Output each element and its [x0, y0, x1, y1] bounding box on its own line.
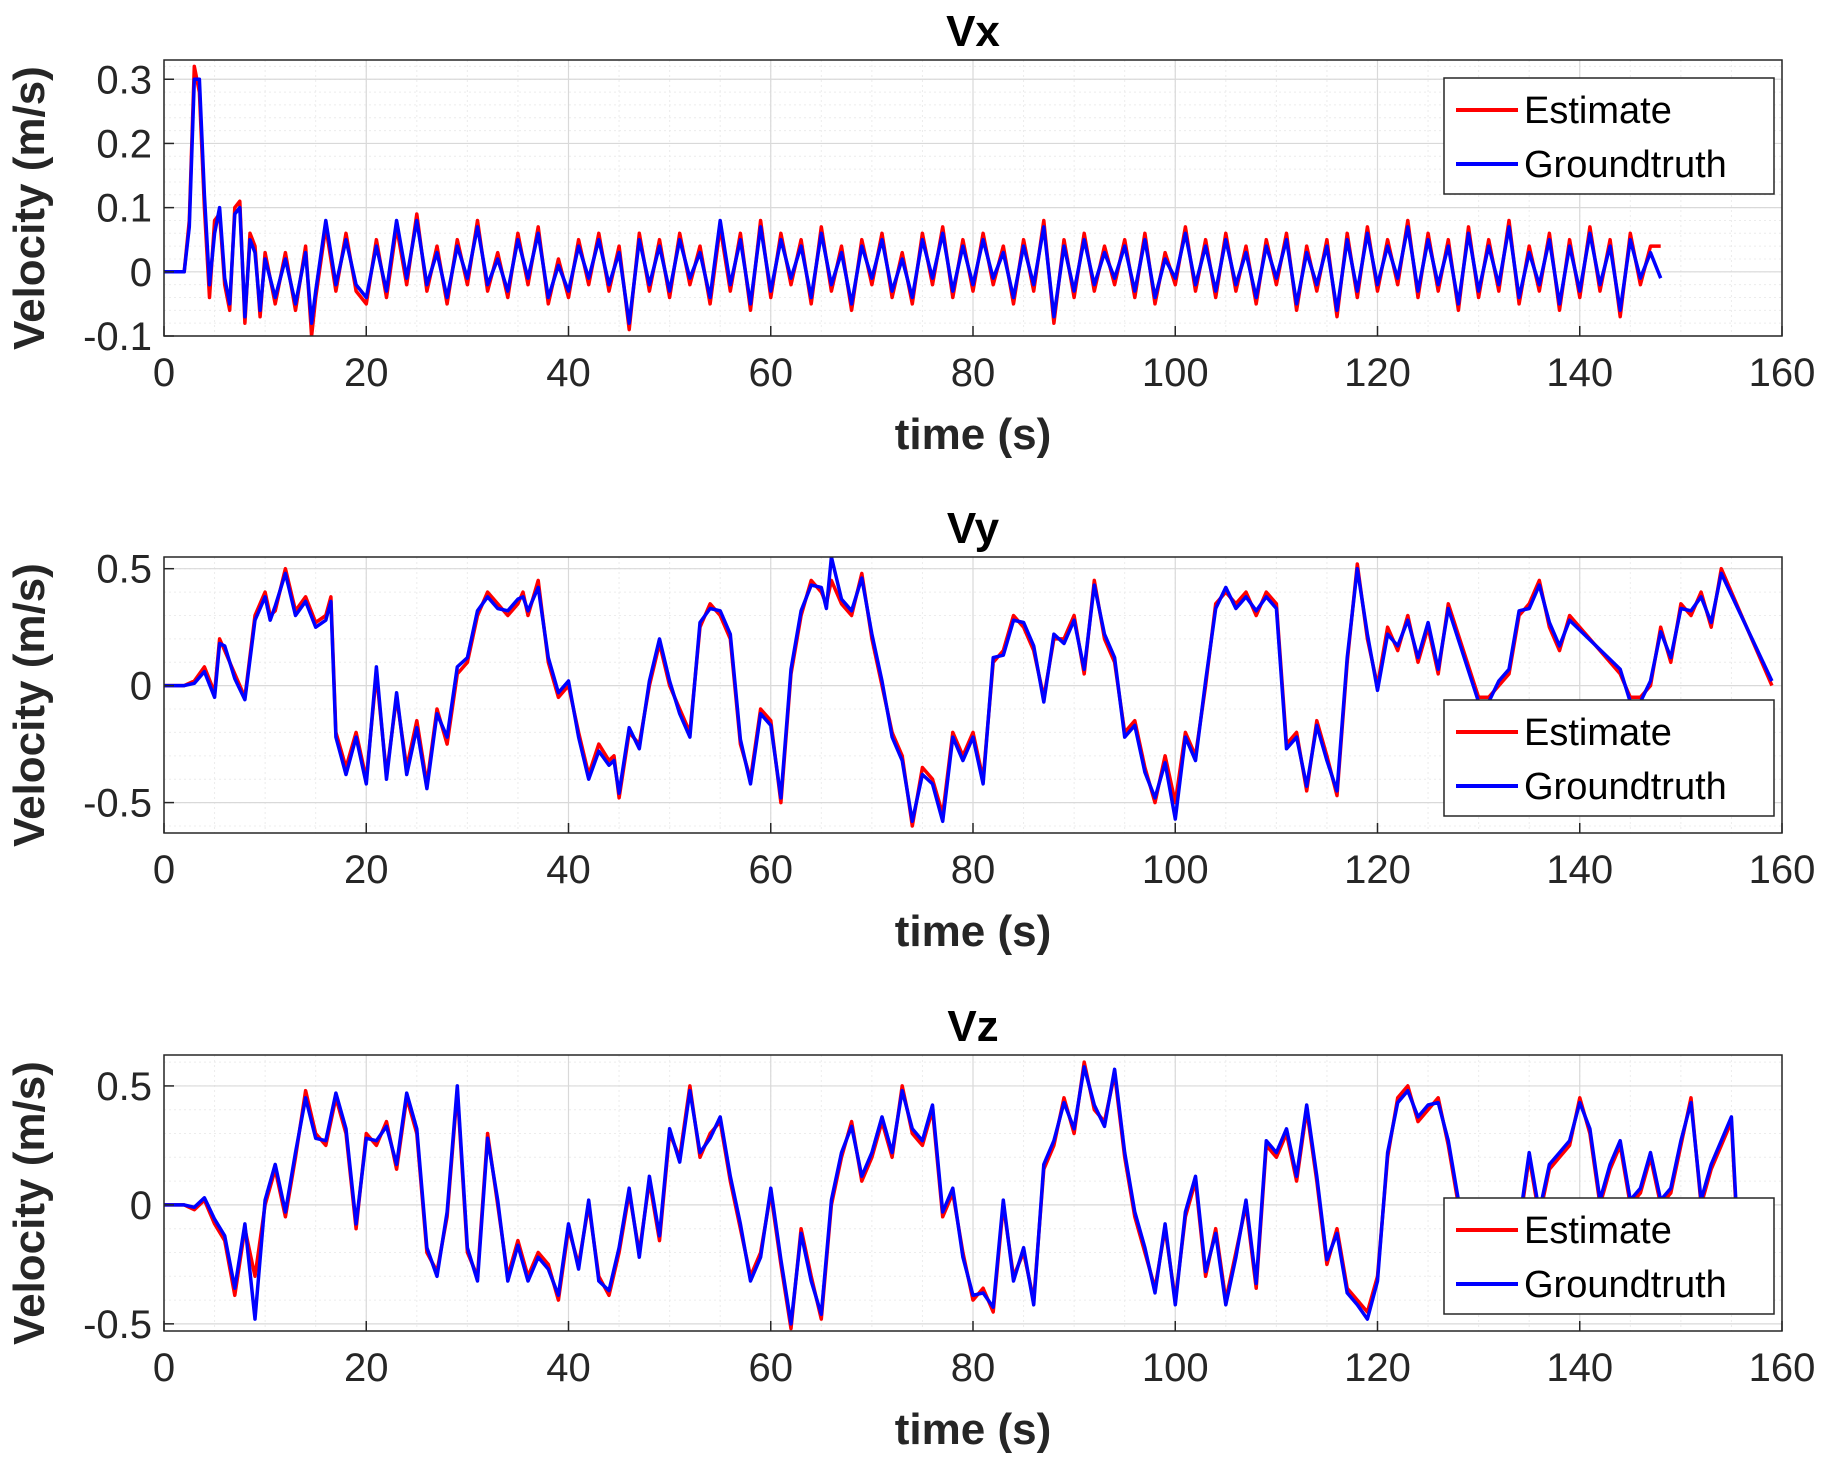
y-tick-label: 0.2 — [96, 122, 152, 166]
legend-box — [1443, 1197, 1775, 1315]
x-tick-label: 160 — [1749, 848, 1816, 892]
x-tick-label: 120 — [1344, 848, 1411, 892]
x-tick-label: 140 — [1546, 848, 1613, 892]
x-axis-label: time (s) — [895, 1405, 1051, 1454]
x-tick-label: 120 — [1344, 351, 1411, 395]
x-tick-label: 60 — [749, 848, 794, 892]
x-tick-label: 100 — [1142, 1346, 1209, 1390]
x-tick-label: 160 — [1749, 351, 1816, 395]
y-axis-label: Velocity (m/s) — [5, 66, 54, 350]
x-tick-label: 40 — [546, 351, 591, 395]
x-tick-label: 40 — [546, 1346, 591, 1390]
x-tick-label: 160 — [1749, 1346, 1816, 1390]
x-tick-label: 0 — [153, 1346, 175, 1390]
y-tick-label: -0.5 — [83, 1303, 152, 1347]
x-tick-label: 140 — [1546, 351, 1613, 395]
legend: Estimate Groundtruth — [1443, 1197, 1775, 1315]
x-tick-label: 20 — [344, 1346, 389, 1390]
x-tick-label: 0 — [153, 351, 175, 395]
legend-label-groundtruth: Groundtruth — [1524, 1264, 1727, 1306]
legend-label-estimate: Estimate — [1524, 1210, 1672, 1252]
x-tick-label: 100 — [1142, 351, 1209, 395]
series-line-estimate — [164, 64, 1661, 336]
y-axis-label: Velocity (m/s) — [5, 563, 54, 847]
y-tick-label: 0.5 — [96, 548, 152, 592]
legend: Estimate Groundtruth — [1443, 699, 1775, 817]
legend-label-estimate: Estimate — [1524, 90, 1672, 132]
series-line-groundtruth — [164, 77, 1663, 325]
series-line-groundtruth — [164, 557, 1774, 824]
x-axis-label: time (s) — [895, 907, 1051, 956]
y-axis-label: Velocity (m/s) — [5, 1061, 54, 1345]
chart-title: Vz — [947, 1002, 998, 1051]
chart-title: Vy — [947, 504, 1000, 553]
legend: Estimate Groundtruth — [1443, 77, 1775, 195]
x-tick-label: 20 — [344, 351, 389, 395]
legend-box — [1443, 699, 1775, 817]
x-tick-label: 60 — [749, 351, 794, 395]
x-tick-label: 40 — [546, 848, 591, 892]
legend-box — [1443, 77, 1775, 195]
y-tick-label: 0 — [130, 251, 152, 295]
x-tick-label: 0 — [153, 848, 175, 892]
x-tick-label: 80 — [951, 351, 996, 395]
y-tick-label: 0.5 — [96, 1065, 152, 1109]
x-tick-label: 120 — [1344, 1346, 1411, 1390]
y-tick-label: 0.3 — [96, 58, 152, 102]
y-tick-label: 0 — [130, 1184, 152, 1228]
x-tick-label: 80 — [951, 1346, 996, 1390]
x-tick-label: 100 — [1142, 848, 1209, 892]
x-axis-label: time (s) — [895, 410, 1051, 459]
y-tick-label: -0.5 — [83, 782, 152, 826]
legend-label-estimate: Estimate — [1524, 712, 1672, 754]
y-tick-label: 0.1 — [96, 187, 152, 231]
chart-panel-vx: 0 20 40 60 80 100 120 140 160-0.100.10.20.3Vxtim… — [5, 7, 1815, 459]
y-tick-label: -0.1 — [83, 315, 152, 359]
x-tick-label: 80 — [951, 848, 996, 892]
y-tick-label: 0 — [130, 665, 152, 709]
x-tick-label: 60 — [749, 1346, 794, 1390]
x-tick-label: 20 — [344, 848, 389, 892]
legend-label-groundtruth: Groundtruth — [1524, 766, 1727, 808]
x-tick-label: 140 — [1546, 1346, 1613, 1390]
legend-label-groundtruth: Groundtruth — [1524, 144, 1727, 186]
chart-title: Vx — [946, 7, 1000, 56]
